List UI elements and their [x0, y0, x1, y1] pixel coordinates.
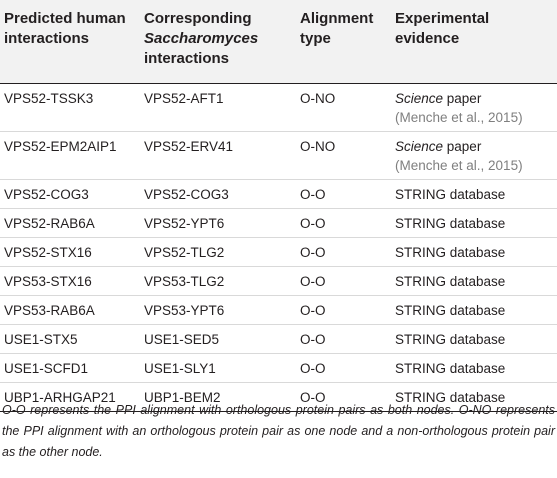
evidence-italic: Science	[395, 139, 444, 154]
table-container: Predicted human interactions Correspondi…	[0, 0, 557, 412]
header-text: evidence	[395, 30, 460, 47]
header-text: type	[300, 30, 331, 47]
cell-evidence: STRING database	[391, 295, 557, 325]
header-predicted-human-interactions: Predicted human interactions	[0, 0, 140, 84]
header-text: Corresponding	[144, 10, 252, 27]
header-alignment-type: Alignment type	[296, 0, 391, 84]
table-row: UBP1-ARHGAP21 UBP1-BEM2 O-O STRING datab…	[0, 382, 557, 412]
cell-evidence: Science paper (Menche et al., 2015)	[391, 83, 557, 132]
evidence-italic: Science	[395, 91, 444, 106]
table-row: USE1-SCFD1 USE1-SLY1 O-O STRING database	[0, 353, 557, 383]
header-experimental-evidence: Experimental evidence	[391, 0, 557, 84]
evidence-text: paper	[443, 91, 482, 106]
table-footnote: O-O represents the PPI alignment with or…	[2, 403, 555, 459]
cell-evidence: STRING database	[391, 237, 557, 267]
cell-type: O-NO	[296, 83, 391, 132]
header-text: interactions	[144, 50, 230, 67]
evidence-text: paper	[443, 139, 482, 154]
cell-type: O-O	[296, 295, 391, 325]
table-row: USE1-STX5 USE1-SED5 O-O STRING database	[0, 324, 557, 354]
cell-type: O-O	[296, 208, 391, 238]
cell-human: VPS52-EPM2AIP1	[0, 131, 140, 180]
cell-yeast: VPS52-COG3	[140, 179, 296, 209]
interactions-table: Predicted human interactions Correspondi…	[0, 0, 557, 412]
table-row: VPS52-TSSK3 VPS52-AFT1 O-NO Science pape…	[0, 83, 557, 132]
cell-type: O-NO	[296, 131, 391, 180]
cell-human: VPS52-STX16	[0, 237, 140, 267]
cell-type: O-O	[296, 179, 391, 209]
cell-human: VPS52-COG3	[0, 179, 140, 209]
cell-human: VPS52-RAB6A	[0, 208, 140, 238]
header-row: Predicted human interactions Correspondi…	[0, 0, 557, 84]
cell-yeast: USE1-SLY1	[140, 353, 296, 383]
cell-type: O-O	[296, 266, 391, 296]
cell-human: VPS53-STX16	[0, 266, 140, 296]
header-text: Predicted human	[4, 10, 126, 27]
cell-yeast: UBP1-BEM2	[140, 382, 296, 412]
table-row: VPS52-RAB6A VPS52-YPT6 O-O STRING databa…	[0, 208, 557, 238]
cell-yeast: USE1-SED5	[140, 324, 296, 354]
table-row: VPS52-COG3 VPS52-COG3 O-O STRING databas…	[0, 179, 557, 209]
table-body: VPS52-TSSK3 VPS52-AFT1 O-NO Science pape…	[0, 83, 557, 412]
cell-human: VPS52-TSSK3	[0, 83, 140, 132]
cell-human: UBP1-ARHGAP21	[0, 382, 140, 412]
table-row: VPS53-STX16 VPS53-TLG2 O-O STRING databa…	[0, 266, 557, 296]
cell-human: USE1-SCFD1	[0, 353, 140, 383]
cell-yeast: VPS52-ERV41	[140, 131, 296, 180]
header-text: Alignment	[300, 10, 374, 27]
cell-yeast: VPS53-TLG2	[140, 266, 296, 296]
cell-yeast: VPS52-TLG2	[140, 237, 296, 267]
cell-yeast: VPS52-AFT1	[140, 83, 296, 132]
cell-evidence: Science paper (Menche et al., 2015)	[391, 131, 557, 180]
citation-link[interactable]: (Menche et al., 2015)	[395, 158, 523, 173]
cell-yeast: VPS52-YPT6	[140, 208, 296, 238]
cell-type: O-O	[296, 324, 391, 354]
cell-evidence: STRING database	[391, 324, 557, 354]
header-text: Experimental	[395, 10, 490, 27]
cell-evidence: STRING database	[391, 382, 557, 412]
header-corresponding-interactions: Corresponding Saccharomyces interactions	[140, 0, 296, 84]
cell-human: USE1-STX5	[0, 324, 140, 354]
cell-type: O-O	[296, 353, 391, 383]
cell-yeast: VPS53-YPT6	[140, 295, 296, 325]
cell-type: O-O	[296, 382, 391, 412]
table-row: VPS52-STX16 VPS52-TLG2 O-O STRING databa…	[0, 237, 557, 267]
table-header: Predicted human interactions Correspondi…	[0, 0, 557, 84]
header-text: interactions	[4, 30, 90, 47]
cell-type: O-O	[296, 237, 391, 267]
table-row: VPS52-EPM2AIP1 VPS52-ERV41 O-NO Science …	[0, 131, 557, 180]
cell-evidence: STRING database	[391, 353, 557, 383]
table-row: VPS53-RAB6A VPS53-YPT6 O-O STRING databa…	[0, 295, 557, 325]
header-text-italic: Saccharomyces	[144, 30, 259, 47]
cell-evidence: STRING database	[391, 179, 557, 209]
citation-link[interactable]: (Menche et al., 2015)	[395, 110, 523, 125]
cell-evidence: STRING database	[391, 266, 557, 296]
cell-evidence: STRING database	[391, 208, 557, 238]
cell-human: VPS53-RAB6A	[0, 295, 140, 325]
